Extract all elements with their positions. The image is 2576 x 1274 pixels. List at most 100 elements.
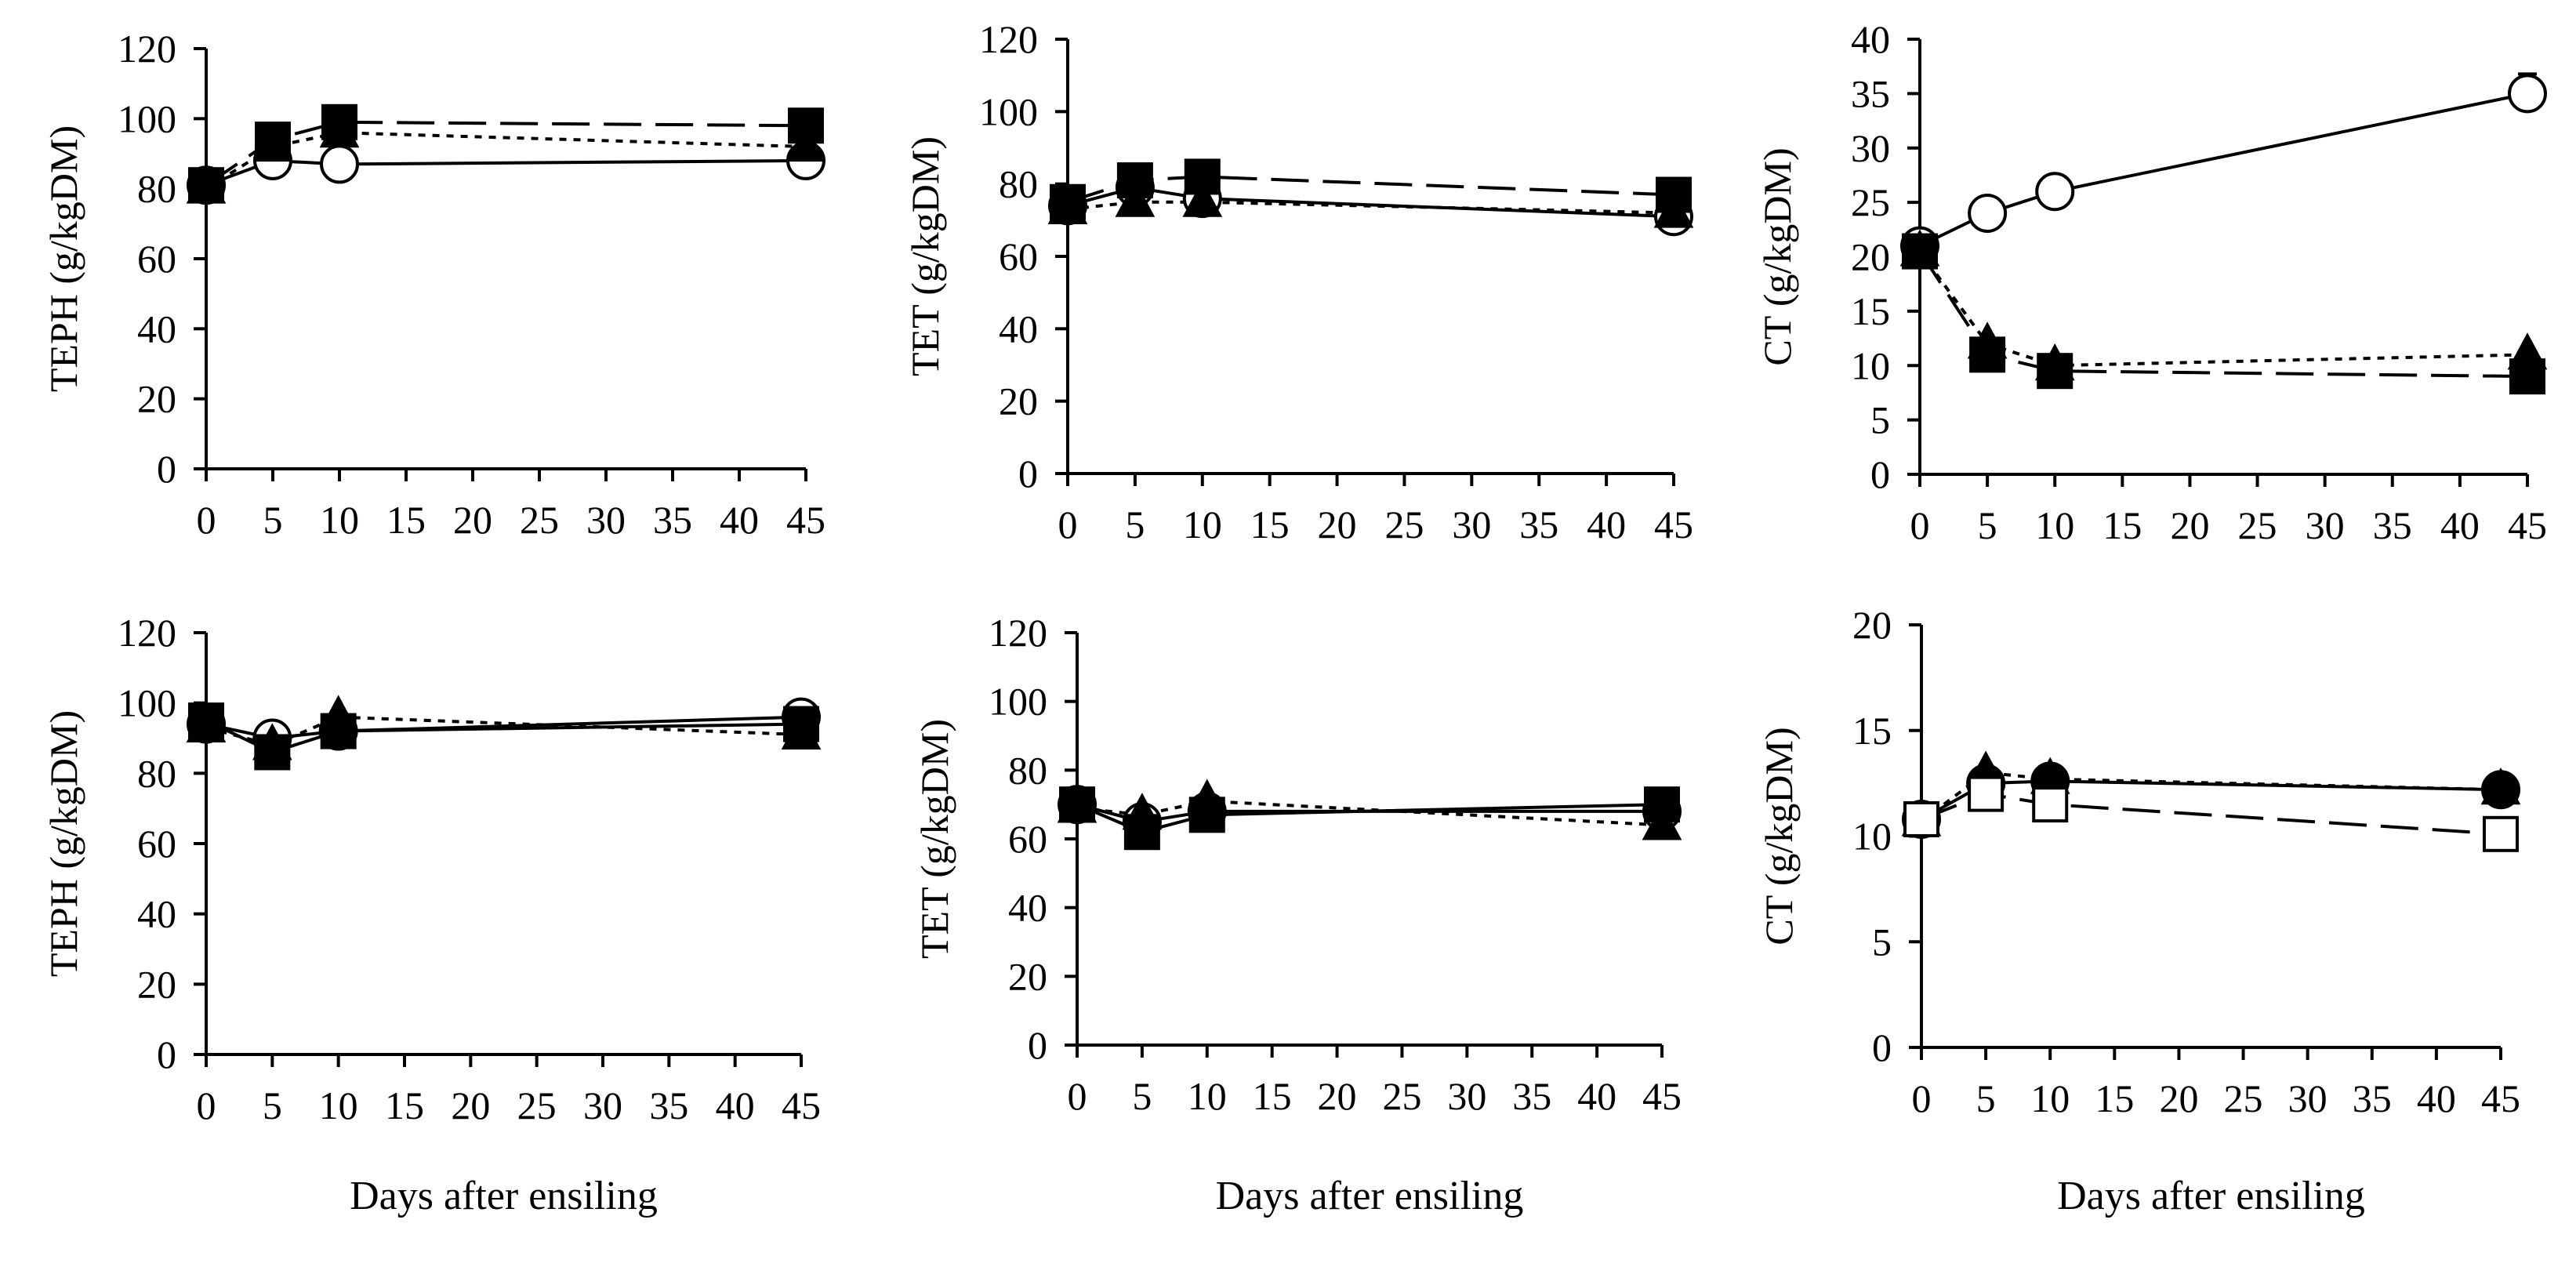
data-point-filled-square [1656,176,1692,213]
data-point-open-circle [1968,194,2008,233]
y-tick-label: 60 [137,822,176,866]
series-line-open-square [1921,792,2502,836]
x-tick-label: 40 [2417,1076,2456,1120]
x-tick-label: 25 [1382,1074,1421,1118]
series-line-filled-triangle [1918,250,2528,368]
data-point-filled-square [1116,162,1153,199]
data-point-filled-square [1184,158,1221,195]
data-point-filled-square [1969,336,2006,373]
x-tick-label: 5 [1132,1074,1152,1118]
x-tick-label: 15 [385,1083,424,1127]
x-tick-label: 5 [1978,503,1997,547]
data-point-filled-square [1644,786,1680,823]
data-point-filled-triangle [1182,180,1223,217]
y-tick-label: 40 [137,892,176,936]
data-point-filled-triangle [2480,767,2521,805]
series-line-filled-square [205,719,802,754]
x-tick-label: 45 [2508,503,2547,547]
x-tick-label: 45 [1642,1074,1682,1118]
x-tick-label: 25 [517,1083,557,1127]
y-tick-label: 5 [1870,398,1890,442]
data-point-filled-square [783,706,819,742]
y-tick-label: 40 [137,307,176,350]
x-tick-label: 35 [2373,503,2412,547]
y-tick-label: 120 [118,611,176,655]
data-point-open-circle [2035,172,2075,212]
x-tick-label: 20 [1318,503,1357,546]
chart-panel-4: 0 20 40 60 80 100 120 0 5 10 15 20 25 30 35 40 45 TEPH (g… [42,611,822,1218]
x-tick-label: 10 [319,1083,358,1127]
x-tick-label: 15 [1250,503,1290,546]
data-point-filled-square [321,103,357,140]
y-tick-label: 80 [1008,748,1047,792]
y-tick-label: 80 [999,162,1038,206]
y-tick-label: 80 [137,751,176,795]
y-axis-label: TEPH (g/kgDM) [42,125,85,392]
chart-panel-2: 0 20 40 60 80 100 120 0 5 10 15 20 25 30 35 40 45 TET (g/… [903,17,1694,546]
x-tick-label: 0 [197,498,216,542]
y-tick-label: 120 [979,17,1038,61]
x-axis-label: Days after ensiling [350,1174,658,1218]
x-tick-label: 45 [1654,503,1693,546]
series-line-filled-square [1076,803,1663,834]
data-point-open-circle [2508,74,2547,114]
x-tick-label: 25 [2238,503,2277,547]
chart-panel-5: 0 20 40 60 80 100 120 0 5 10 15 20 25 30 35 40 45 TET (g/… [912,611,1682,1218]
data-point-filled-square [788,107,824,144]
x-tick-label: 35 [1512,1074,1551,1118]
data-point-filled-square [1059,786,1095,823]
data-point-filled-square [2509,358,2545,395]
x-tick-label: 30 [583,1083,622,1127]
y-tick-label: 80 [137,167,176,211]
data-point-filled-square [1123,814,1160,851]
y-tick-label: 40 [999,307,1038,350]
y-tick-label: 20 [1851,235,1890,279]
x-axis-label: Days after ensiling [2057,1174,2365,1218]
y-tick-label: 20 [1852,603,1892,647]
series-line-open-circle [205,158,807,187]
y-axis-label: TET (g/kgDM) [912,719,956,959]
x-tick-label: 40 [1587,503,1626,546]
x-tick-label: 40 [716,1083,755,1127]
x-tick-label: 0 [1058,503,1078,546]
y-tick-label: 15 [1851,289,1890,333]
x-tick-label: 20 [1318,1074,1357,1118]
x-tick-label: 45 [782,1083,821,1127]
x-tick-label: 35 [653,498,692,542]
x-tick-label: 35 [2353,1076,2392,1120]
x-tick-label: 15 [386,498,426,542]
y-tick-label: 0 [157,447,176,491]
x-tick-label: 30 [586,498,626,542]
series-line-open-circle [205,715,802,740]
y-tick-label: 120 [989,611,1047,655]
x-tick-label: 5 [263,498,283,542]
y-tick-label: 120 [118,27,176,71]
data-point-filled-triangle [785,124,826,162]
x-tick-label: 0 [1910,503,1930,547]
data-point-filled-square [1050,183,1086,220]
series-line-open-circle [1919,92,2528,248]
x-tick-label: 20 [2159,1076,2198,1120]
data-point-open-circle [320,144,359,184]
y-tick-label: 0 [157,1033,176,1076]
x-tick-label: 30 [1447,1074,1486,1118]
x-tick-label: 0 [1068,1074,1087,1118]
data-point-filled-square [188,702,224,739]
series-line-open-circle [1076,803,1662,824]
data-point-filled-square [188,167,224,204]
series-line-filled-triangle [1067,200,1674,215]
x-tick-label: 35 [649,1083,688,1127]
y-tick-label: 20 [137,962,176,1006]
x-tick-label: 15 [1253,1074,1292,1118]
y-tick-label: 20 [999,379,1038,423]
series-line-filled-triangle [1920,771,2502,823]
y-tick-label: 60 [999,234,1038,278]
x-tick-label: 5 [263,1083,282,1127]
y-tick-label: 0 [1872,1025,1892,1069]
x-tick-label: 15 [2095,1076,2134,1120]
x-tick-label: 40 [2440,503,2480,547]
y-tick-label: 100 [118,96,176,140]
